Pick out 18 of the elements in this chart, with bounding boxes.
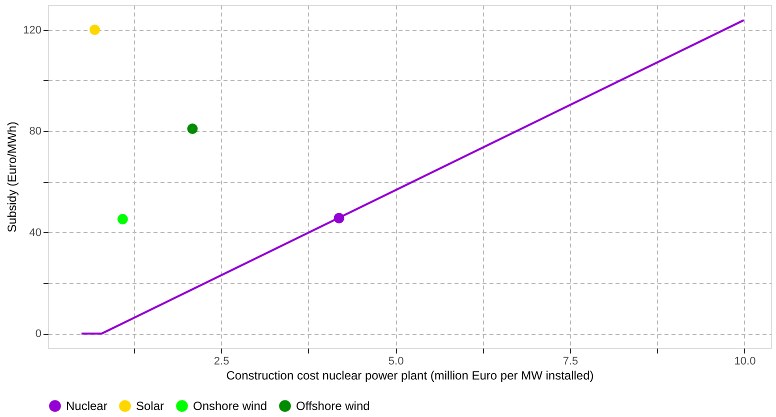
legend-label: Solar bbox=[136, 399, 164, 413]
point bbox=[117, 214, 128, 224]
text: 5.0 bbox=[388, 356, 404, 368]
y-tick-label: 0 bbox=[35, 328, 42, 340]
y-tick-label: 120 bbox=[23, 24, 42, 36]
x-tick-label: 2.5 bbox=[214, 356, 230, 368]
point bbox=[90, 24, 100, 36]
y-tick-label: 40 bbox=[29, 226, 42, 239]
point bbox=[187, 124, 198, 134]
text: 10.0 bbox=[734, 356, 756, 368]
x-tick-label: 7.5 bbox=[562, 356, 578, 368]
legend-label: Nuclear bbox=[66, 399, 108, 413]
y-axis-title: Subsidy (Euro/MWh) bbox=[5, 122, 20, 232]
x-axis-title: Construction cost nuclear power plant (million Euro per MW installed) bbox=[226, 368, 594, 382]
y-tick-label: 80 bbox=[29, 126, 42, 138]
point bbox=[334, 212, 344, 224]
legend-label: Onshore wind bbox=[193, 399, 268, 413]
legend-label: Offshore wind bbox=[296, 399, 370, 413]
